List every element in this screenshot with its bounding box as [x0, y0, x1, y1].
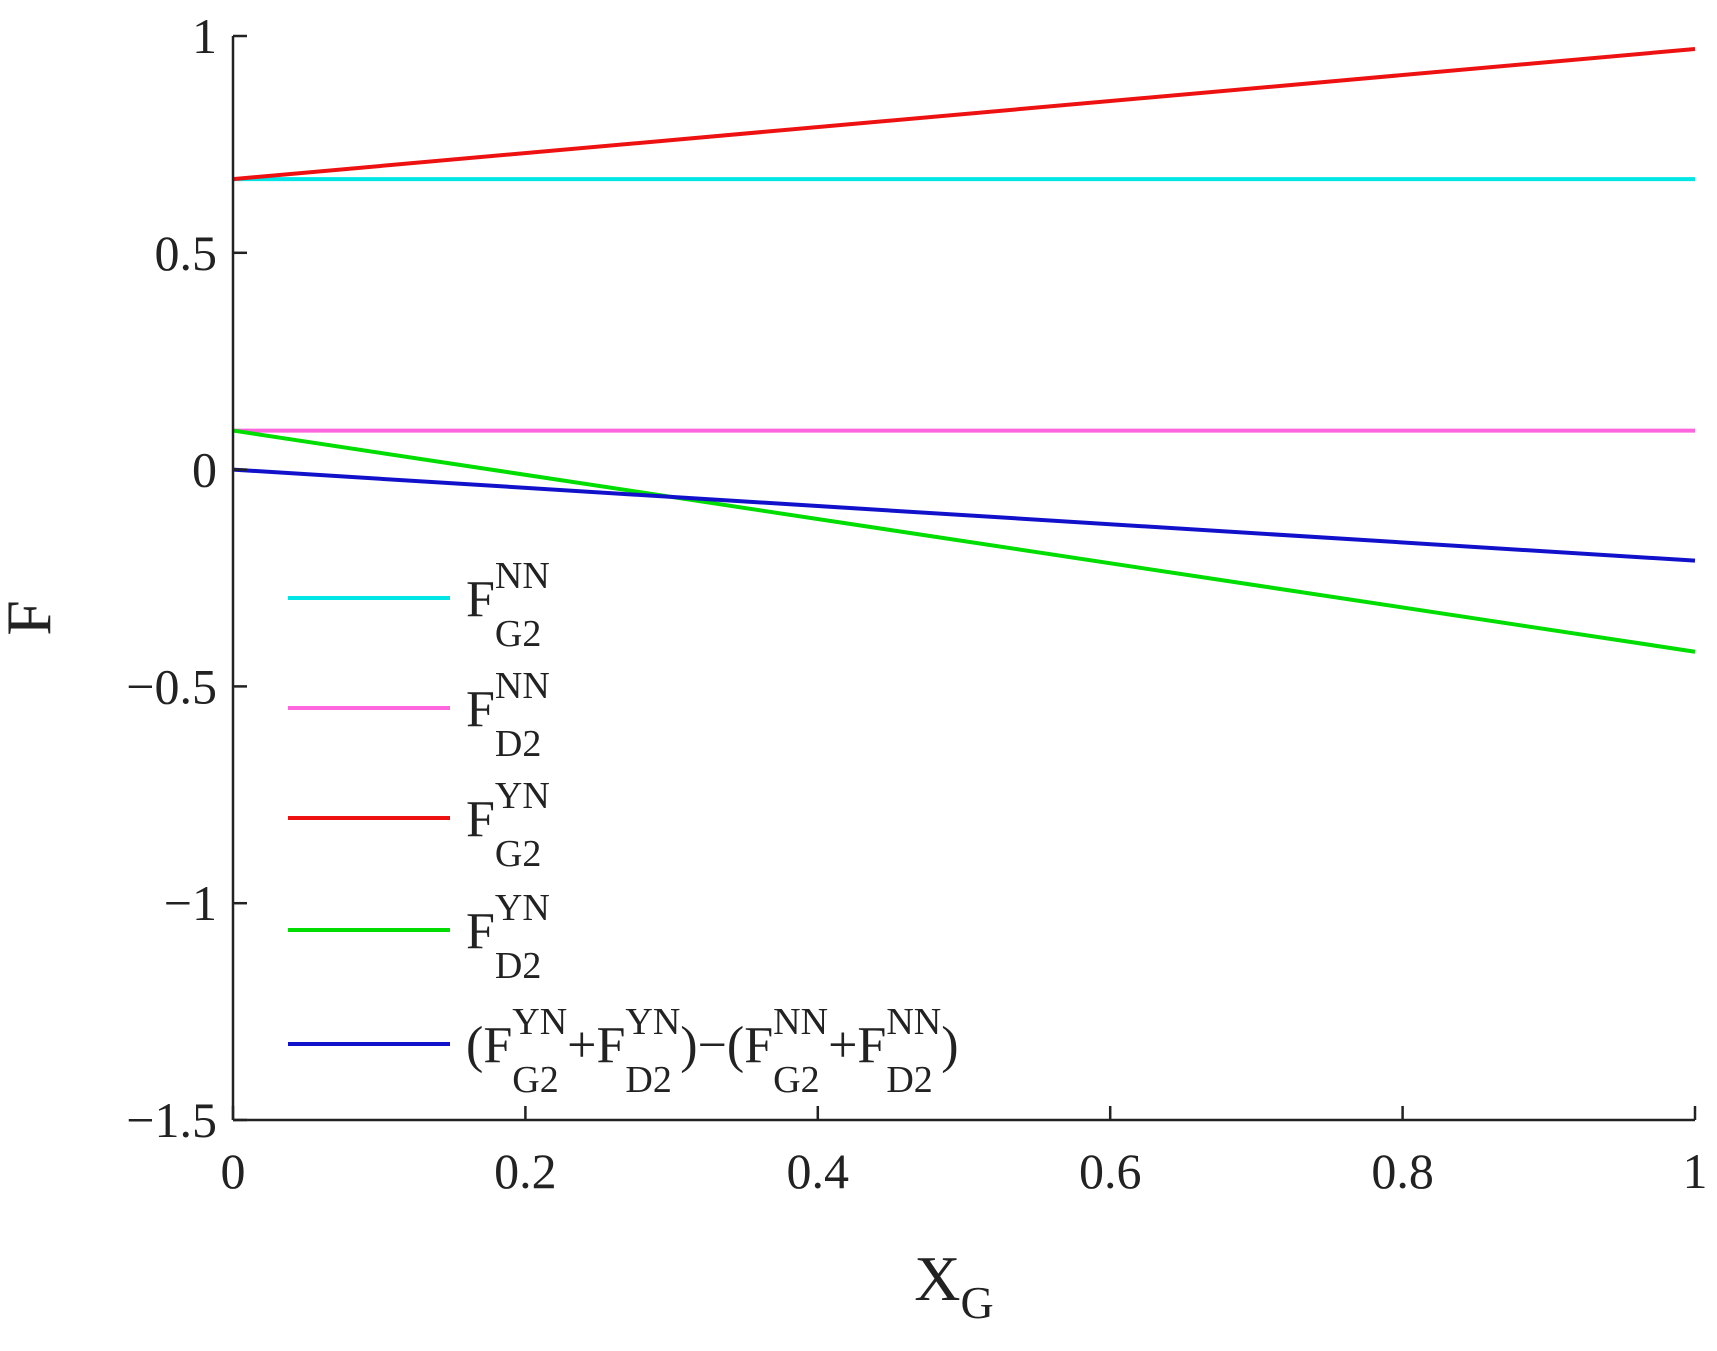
legend-superscript: NN	[886, 1001, 941, 1043]
legend-label-2: FD2 NN	[466, 665, 550, 765]
legend-text-part: (F	[466, 1017, 512, 1074]
legend: FG2NNFD2NNFG2YNFD2YN(FG2YN+FD2YN)−(FG2NN…	[288, 555, 959, 1101]
series-line-3	[232, 47, 1696, 182]
x-tick-label: 0.4	[787, 1143, 850, 1199]
legend-subscript: G2	[495, 613, 541, 655]
legend-text-part: F	[466, 903, 495, 960]
legend-label-1: FG2 NN	[466, 555, 550, 655]
legend-text-part: )	[941, 1017, 958, 1074]
legend-superscript: NN	[495, 665, 550, 707]
legend-subscript: D2	[625, 1059, 671, 1101]
x-tick-label: 1	[1683, 1143, 1708, 1199]
axes-layer	[231, 36, 1695, 1122]
legend-label-5: (FG2YN+FD2YN)−(FG2NN+FD2NN)	[466, 1001, 959, 1101]
legend-superscript: NN	[495, 555, 550, 597]
x-axis-title: XG	[914, 1243, 993, 1328]
legend-superscript: NN	[773, 1001, 828, 1043]
legend-text-part: F	[466, 681, 495, 738]
x-tick-label: 0.2	[494, 1143, 557, 1199]
y-tick-label: −1.5	[126, 1092, 217, 1148]
x-ticks: 0 0.2 0.4 0.6 0.8 1	[221, 1106, 1708, 1199]
y-tick-label: 1	[192, 8, 217, 64]
legend-superscript: YN	[495, 775, 550, 817]
series-line-4	[232, 428, 1696, 654]
legend-text-part: )−(F	[680, 1017, 773, 1074]
legend-subscript: G2	[773, 1059, 819, 1101]
y-tick-label: 0	[192, 442, 217, 498]
legend-label-3: FG2 YN	[466, 775, 550, 875]
y-tick-label: −0.5	[126, 658, 217, 714]
y-tick-label: −1	[164, 875, 217, 931]
x-axis-title-subscript: G	[960, 1277, 993, 1328]
legend-label-4: FD2 YN	[466, 887, 550, 987]
series-line-5	[232, 467, 1696, 563]
y-tick-label: 0.5	[155, 225, 218, 281]
y-ticks: −1.5 −1 −0.5 0 0.5 1	[126, 8, 247, 1148]
legend-text-part: +F	[828, 1017, 886, 1074]
legend-text-part: +F	[567, 1017, 625, 1074]
legend-text-part: F	[466, 791, 495, 848]
legend-superscript: YN	[512, 1001, 567, 1043]
legend-subscript: D2	[495, 723, 541, 765]
legend-subscript: D2	[886, 1059, 932, 1101]
series-layer	[232, 47, 1696, 654]
y-axis-title: F	[0, 600, 64, 636]
x-tick-label: 0	[221, 1143, 246, 1199]
x-tick-label: 0.6	[1079, 1143, 1142, 1199]
legend-subscript: D2	[495, 945, 541, 987]
legend-superscript: YN	[625, 1001, 680, 1043]
x-tick-label: 0.8	[1371, 1143, 1434, 1199]
legend-subscript: G2	[495, 833, 541, 875]
legend-superscript: YN	[495, 887, 550, 929]
legend-subscript: G2	[512, 1059, 558, 1101]
x-axis-title-base: X	[914, 1243, 960, 1314]
legend-text-part: F	[466, 571, 495, 628]
